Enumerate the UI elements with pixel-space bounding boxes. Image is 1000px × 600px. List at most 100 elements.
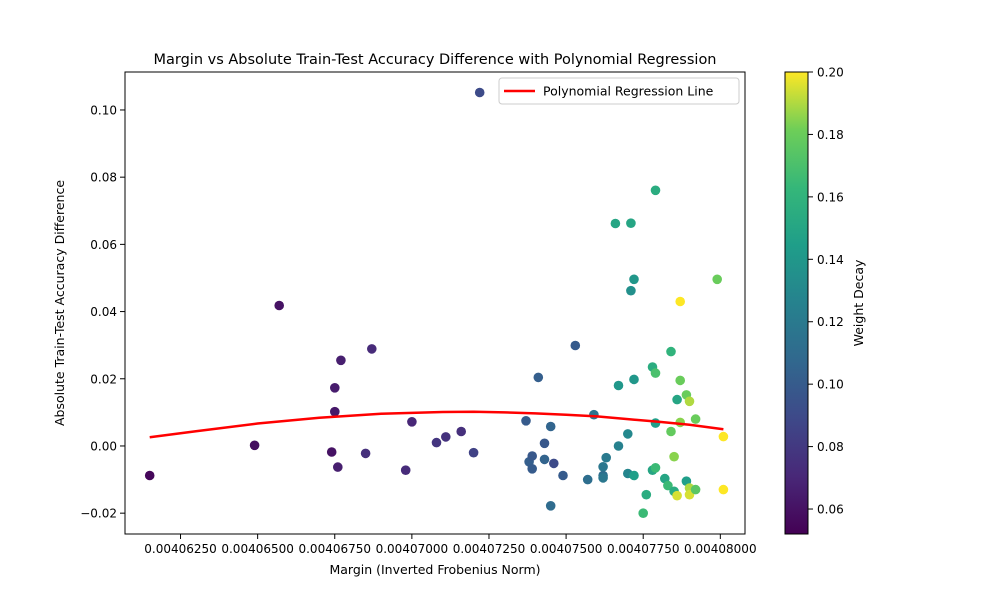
colorbar-tick-label-3: 0.12 xyxy=(817,315,844,329)
scatter-point-4 xyxy=(330,406,340,417)
scatter-point-37 xyxy=(613,380,624,391)
scatter-point-70 xyxy=(690,484,701,495)
plot-area xyxy=(124,71,746,535)
x-tick-label-2: 0.00406750 xyxy=(298,542,371,556)
scatter-point-1 xyxy=(249,440,260,451)
scatter-point-44 xyxy=(629,470,639,481)
scatter-point-72 xyxy=(718,431,729,442)
x-tick-label-0: 0.00406250 xyxy=(144,542,217,556)
scatter-point-69 xyxy=(690,414,701,424)
x-axis-ticks: 0.00406250 0.00406500 0.00406750 0.00407000… xyxy=(144,534,757,556)
y-axis-ticks: −0.02 0.00 0.02 0.04 0.06 0.08 0.10 xyxy=(80,103,125,521)
scatter-point-42 xyxy=(629,374,639,385)
legend-box xyxy=(498,77,740,105)
x-tick-label-7: 0.00408000 xyxy=(684,542,757,556)
colorbar-tick-label-5: 0.16 xyxy=(817,190,844,204)
y-axis-label: Absolute Train-Test Accuracy Difference xyxy=(52,180,67,426)
scatter-point-29 xyxy=(582,474,593,485)
colorbar-label: Weight Decay xyxy=(851,259,866,346)
scatter-point-12 xyxy=(431,437,442,448)
scatter-point-60 xyxy=(672,490,682,501)
scatter-point-23 xyxy=(539,438,550,449)
scatter-point-31 xyxy=(598,462,608,472)
scatter-point-14 xyxy=(456,426,467,437)
scatter-point-13 xyxy=(441,432,451,442)
scatter-point-34 xyxy=(601,452,611,463)
scatter-points xyxy=(144,87,729,518)
colorbar: 0.06 0.08 0.10 0.12 0.14 0.16 0.18 0.20 Weight … xyxy=(784,66,866,535)
scatter-point-8 xyxy=(360,448,371,459)
y-tick-label-4: 0.06 xyxy=(90,238,117,252)
scatter-point-50 xyxy=(650,185,661,196)
scatter-point-71 xyxy=(712,274,722,285)
colorbar-tick-label-6: 0.18 xyxy=(817,128,844,142)
y-tick-label-5: 0.08 xyxy=(90,171,117,185)
scatter-point-16 xyxy=(474,87,485,98)
scatter-point-19 xyxy=(527,451,537,461)
scatter-point-56 xyxy=(666,426,676,437)
colorbar-gradient xyxy=(784,71,809,535)
colorbar-ticks: 0.06 0.08 0.10 0.12 0.14 0.16 0.18 0.20 xyxy=(808,66,844,517)
scatter-point-43 xyxy=(629,274,639,285)
y-tick-label-2: 0.02 xyxy=(90,372,117,386)
colorbar-tick-label-0: 0.06 xyxy=(817,503,844,517)
scatter-point-40 xyxy=(626,218,636,228)
scatter-point-59 xyxy=(672,394,682,405)
x-axis-label: Margin (Inverted Frobenius Norm) xyxy=(329,562,540,577)
x-tick-label-4: 0.00407250 xyxy=(453,542,526,556)
scatter-point-9 xyxy=(367,344,377,354)
colorbar-tick-label-7: 0.20 xyxy=(817,66,844,80)
scatter-point-21 xyxy=(533,372,544,383)
scatter-point-28 xyxy=(570,340,581,351)
scatter-point-11 xyxy=(407,417,417,427)
scatter-point-15 xyxy=(468,447,479,458)
scatter-point-20 xyxy=(527,464,537,474)
scatter-point-55 xyxy=(666,346,676,357)
scatter-point-45 xyxy=(638,508,648,518)
scatter-point-73 xyxy=(718,484,729,495)
scatter-point-3 xyxy=(326,447,337,457)
scatter-point-41 xyxy=(626,285,636,296)
chart-title: Margin vs Absolute Train-Test Accuracy D… xyxy=(153,52,716,68)
scatter-point-0 xyxy=(144,470,155,481)
scatter-point-61 xyxy=(675,296,685,307)
colorbar-tick-label-4: 0.14 xyxy=(817,253,844,267)
y-tick-label-1: 0.00 xyxy=(90,439,117,453)
legend-label: Polynomial Regression Line xyxy=(543,84,714,99)
legend: Polynomial Regression Line xyxy=(498,77,740,105)
scatter-point-10 xyxy=(400,465,411,476)
scatter-point-17 xyxy=(521,416,531,426)
scatter-point-52 xyxy=(650,418,661,428)
scatter-point-2 xyxy=(274,300,285,311)
scatter-point-57 xyxy=(669,451,679,462)
scatter-point-25 xyxy=(549,458,559,469)
y-tick-label-0: −0.02 xyxy=(80,507,117,521)
y-tick-label-6: 0.10 xyxy=(90,103,117,117)
scatter-point-5 xyxy=(330,383,340,393)
x-tick-label-3: 0.00407000 xyxy=(376,542,449,556)
y-tick-label-3: 0.04 xyxy=(90,305,117,319)
x-tick-label-1: 0.00406500 xyxy=(221,542,294,556)
scatter-point-35 xyxy=(610,218,621,229)
scatter-point-62 xyxy=(675,375,685,386)
scatter-point-51 xyxy=(650,368,661,378)
x-tick-label-6: 0.00407750 xyxy=(607,542,680,556)
colorbar-tick-label-2: 0.10 xyxy=(817,378,844,392)
regression-line xyxy=(149,410,724,439)
scatter-point-26 xyxy=(545,501,556,511)
scatter-point-7 xyxy=(336,355,346,366)
scatter-point-30 xyxy=(589,409,599,420)
scatter-point-66 xyxy=(684,396,695,407)
scatter-point-24 xyxy=(545,421,556,432)
scatter-point-54 xyxy=(663,480,673,491)
scatter-point-6 xyxy=(333,462,343,472)
scatter-point-38 xyxy=(623,429,633,439)
x-tick-label-5: 0.00407500 xyxy=(530,542,603,556)
scatter-point-36 xyxy=(613,441,624,451)
scatter-point-27 xyxy=(558,470,568,481)
scatter-point-22 xyxy=(539,454,550,465)
scatter-point-49 xyxy=(650,463,661,473)
scatter-point-33 xyxy=(598,473,608,483)
scatter-point-46 xyxy=(641,489,652,500)
